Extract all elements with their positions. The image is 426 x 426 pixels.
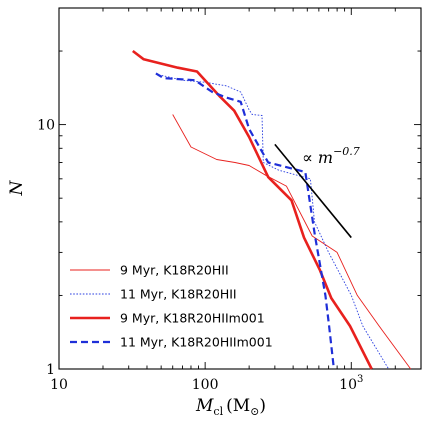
series-line-4	[155, 72, 335, 370]
x-axis-label-symbol: M	[195, 396, 214, 416]
power-law-exponent: −0.7	[333, 145, 360, 158]
legend-label-1: 9 Myr, K18R20HII	[120, 263, 229, 278]
legend-label-3: 9 Myr, K18R20HIIm001	[120, 311, 265, 326]
power-law-line	[274, 143, 352, 239]
x-axis-label: Mcl (M⊙)	[195, 396, 266, 418]
series-group	[132, 49, 412, 370]
x-axis-label-unit-open: (M	[226, 396, 250, 416]
y-tick-label: 1	[46, 362, 55, 378]
legend-label-4: 11 Myr, K18R20HIIm001	[120, 335, 273, 350]
legend: 9 Myr, K18R20HII 11 Myr, K18R20HII 9 Myr, …	[70, 263, 273, 350]
y-tick-label: 10	[37, 118, 55, 134]
x-tick-label: 10	[50, 377, 68, 393]
series-line-3	[132, 49, 373, 370]
power-law-label-text: ∝ m	[302, 148, 333, 167]
y-axis-label: N	[7, 179, 27, 196]
plot-frame	[58, 7, 422, 370]
legend-label-2: 11 Myr, K18R20HII	[120, 287, 237, 302]
series-line-1	[172, 114, 412, 370]
x-axis-label-subscript: cl	[213, 405, 223, 418]
x-tick-label: 100	[192, 377, 219, 393]
x-axis-label-unit-close: )	[259, 396, 266, 416]
series-line-2	[158, 74, 389, 370]
power-law-label: ∝ m−0.7	[302, 145, 360, 167]
x-axis-label-unit-subscript: ⊙	[250, 405, 259, 418]
x-tick-label: 103	[339, 374, 363, 393]
